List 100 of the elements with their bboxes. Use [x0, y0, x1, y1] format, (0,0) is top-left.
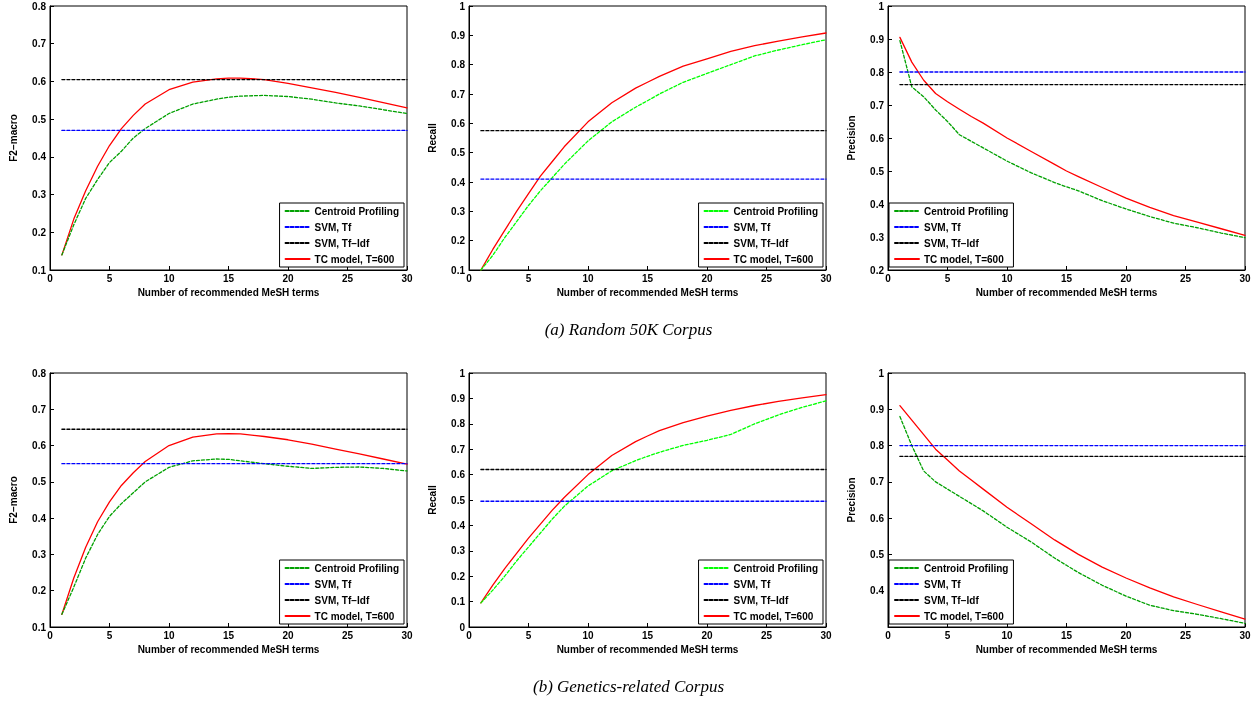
- x-tick-label: 30: [401, 272, 413, 284]
- legend-label: SVM, Tf−Idf: [924, 237, 980, 249]
- x-tick-label: 10: [1001, 272, 1013, 284]
- legend-label: SVM, Tf: [314, 221, 352, 233]
- x-tick-label: 5: [106, 272, 113, 284]
- y-tick-label: 0.6: [451, 469, 466, 481]
- y-tick-label: 0.6: [32, 440, 47, 452]
- y-tick-label: 0.1: [32, 264, 47, 276]
- x-axis-title: Number of recommended MeSH terms: [975, 287, 1158, 299]
- y-tick-label: 0.8: [451, 59, 466, 71]
- x-tick-label: 15: [641, 272, 654, 284]
- legend-label: Centroid Profiling: [733, 205, 819, 217]
- y-tick-label: 0.1: [451, 596, 466, 608]
- y-tick-label: 0.4: [451, 176, 466, 188]
- x-axis-title: Number of recommended MeSH terms: [137, 644, 320, 656]
- y-tick-label: 0.7: [451, 88, 466, 100]
- y-tick-label: 0.2: [32, 226, 47, 238]
- y-tick-label: 0.2: [32, 585, 47, 597]
- legend-label: TC model, T=600: [924, 610, 1005, 622]
- x-tick-label: 15: [641, 629, 654, 641]
- y-tick-label: 0.5: [870, 548, 885, 560]
- x-axis-title: Number of recommended MeSH terms: [975, 644, 1158, 656]
- y-tick-label: 0.9: [451, 29, 466, 41]
- legend-label: TC model, T=600: [314, 253, 395, 265]
- text: (b) Genetics-related Corpus: [532, 677, 725, 696]
- y-tick-label: 1: [878, 367, 885, 379]
- y-axis-title: Recall: [426, 485, 438, 515]
- y-tick-label: 0.5: [870, 165, 885, 177]
- y-tick-label: 1: [459, 0, 466, 12]
- legend-label: TC model, T=600: [924, 253, 1005, 265]
- x-tick-label: 25: [1179, 629, 1192, 641]
- y-tick-label: 0.3: [32, 189, 47, 201]
- y-tick-label: 0.1: [32, 621, 47, 633]
- legend-label: SVM, Tf: [733, 578, 771, 590]
- y-tick-label: 0.3: [32, 548, 47, 560]
- legend-label: SVM, Tf: [314, 578, 352, 590]
- y-tick-label: 0: [459, 621, 466, 633]
- y-tick-label: 0.2: [870, 264, 885, 276]
- y-tick-label: 0.6: [32, 75, 47, 87]
- y-tick-label: 0.6: [451, 117, 466, 129]
- x-tick-label: 30: [1239, 272, 1251, 284]
- legend-label: TC model, T=600: [733, 253, 814, 265]
- legend-label: Centroid Profiling: [314, 562, 400, 574]
- y-tick-label: 0.3: [451, 545, 466, 557]
- y-tick-label: 1: [878, 0, 885, 12]
- y-tick-label: 0.1: [451, 264, 466, 276]
- x-tick-label: 20: [701, 629, 713, 641]
- y-tick-label: 0.7: [451, 443, 466, 455]
- legend-label: SVM, Tf−Idf: [314, 594, 370, 606]
- legend-label: SVM, Tf: [924, 578, 962, 590]
- y-tick-label: 0.6: [870, 512, 885, 524]
- x-axis-title: Number of recommended MeSH terms: [556, 287, 739, 299]
- x-tick-label: 25: [760, 272, 773, 284]
- y-tick-label: 0.8: [870, 66, 885, 78]
- y-axis-title: F2−macro: [7, 114, 19, 162]
- x-tick-label: 20: [1120, 272, 1132, 284]
- y-tick-label: 1: [459, 367, 466, 379]
- x-tick-label: 5: [525, 272, 532, 284]
- y-tick-label: 0.4: [870, 585, 885, 597]
- x-tick-label: 20: [282, 629, 294, 641]
- y-tick-label: 0.7: [870, 99, 885, 111]
- y-axis-title: F2−macro: [7, 476, 19, 524]
- legend-label: SVM, Tf−Idf: [733, 237, 789, 249]
- y-tick-label: 0.9: [870, 33, 885, 45]
- x-tick-label: 30: [1239, 629, 1251, 641]
- legend-label: TC model, T=600: [314, 610, 395, 622]
- legend-label: Centroid Profiling: [314, 205, 400, 217]
- x-axis-title: Number of recommended MeSH terms: [137, 287, 320, 299]
- y-tick-label: 0.7: [870, 476, 885, 488]
- x-tick-label: 20: [1120, 629, 1132, 641]
- x-tick-label: 10: [163, 629, 175, 641]
- x-tick-label: 30: [820, 629, 832, 641]
- y-tick-label: 0.4: [32, 151, 47, 163]
- x-tick-label: 30: [401, 629, 413, 641]
- x-tick-label: 25: [760, 629, 773, 641]
- x-tick-label: 25: [1179, 272, 1192, 284]
- y-tick-label: 0.5: [32, 113, 47, 125]
- y-axis-title: Precision: [845, 477, 857, 523]
- y-tick-label: 0.7: [32, 403, 47, 415]
- legend-label: SVM, Tf: [733, 221, 771, 233]
- legend-label: TC model, T=600: [733, 610, 814, 622]
- x-tick-label: 10: [582, 629, 594, 641]
- legend-label: SVM, Tf: [924, 221, 962, 233]
- y-tick-label: 0.4: [451, 519, 466, 531]
- legend-label: Centroid Profiling: [924, 205, 1009, 217]
- x-tick-label: 20: [282, 272, 294, 284]
- x-tick-label: 5: [525, 629, 532, 641]
- y-tick-label: 0.5: [451, 494, 466, 506]
- legend-label: SVM, Tf−Idf: [314, 237, 370, 249]
- y-tick-label: 0.2: [451, 570, 466, 582]
- y-tick-label: 0.9: [451, 392, 466, 404]
- y-tick-label: 0.4: [32, 512, 47, 524]
- x-tick-label: 25: [341, 272, 354, 284]
- y-tick-label: 0.9: [870, 403, 885, 415]
- legend-label: SVM, Tf−Idf: [733, 594, 789, 606]
- x-tick-label: 5: [944, 629, 951, 641]
- y-tick-label: 0.3: [870, 231, 885, 243]
- x-tick-label: 10: [582, 272, 594, 284]
- x-tick-label: 5: [944, 272, 951, 284]
- text: (a) Random 50K Corpus: [544, 320, 713, 339]
